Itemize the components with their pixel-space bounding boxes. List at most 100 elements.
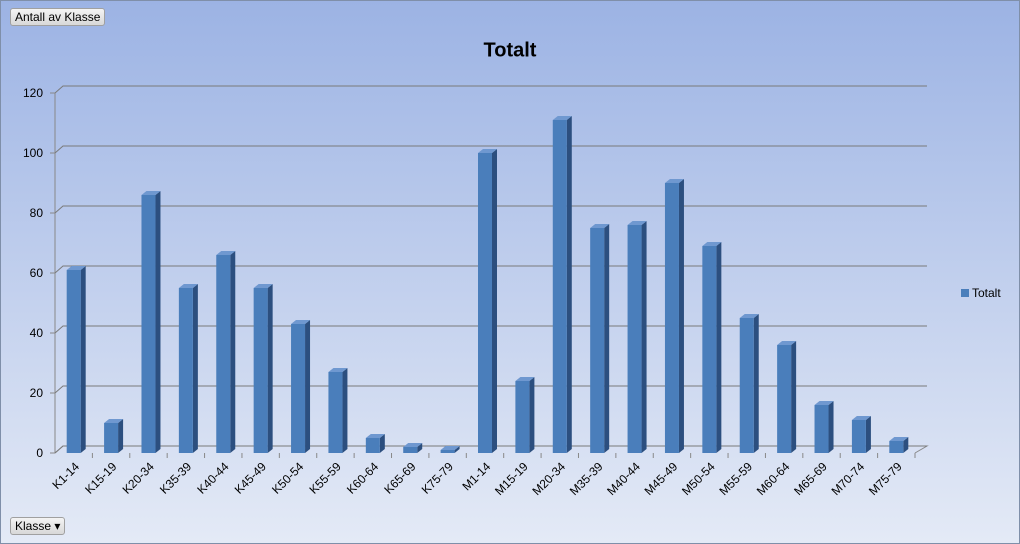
bar (627, 221, 647, 453)
bar-top (739, 314, 759, 318)
bar-front (552, 120, 567, 453)
bar-side (604, 224, 610, 453)
bar-front (851, 420, 866, 453)
bar (440, 446, 460, 453)
bar-front (889, 441, 904, 453)
bar-top (141, 191, 161, 195)
bar-top (515, 377, 535, 381)
bar-front (440, 450, 455, 453)
bar-top (627, 221, 647, 225)
bar-front (702, 246, 717, 453)
bar (478, 149, 497, 453)
bar-side (529, 377, 535, 453)
bar-top (851, 416, 871, 420)
bar-front (777, 345, 792, 453)
bar-side (903, 437, 909, 453)
bar (814, 401, 834, 453)
bar-front (216, 255, 231, 453)
bar (291, 320, 311, 453)
y-tick-label: 0 (36, 446, 43, 460)
bar-top (440, 446, 460, 450)
legend-swatch (961, 289, 969, 297)
bar-top (889, 437, 909, 441)
bar-top (291, 320, 311, 324)
bar-front (627, 225, 642, 453)
bar-front (739, 318, 754, 453)
bar-front (403, 447, 418, 453)
bar-side (454, 446, 460, 453)
bar-front (365, 438, 380, 453)
bar-side (492, 149, 497, 453)
bar-side (155, 191, 161, 453)
bar-top (814, 401, 834, 405)
y-tick-label: 20 (30, 386, 44, 400)
grid-line (54, 145, 927, 154)
grid-line (54, 205, 927, 214)
bar-side (417, 443, 423, 453)
chart-title: Totalt (484, 39, 537, 61)
bar (777, 341, 797, 453)
bar-top (590, 224, 610, 228)
bar-side (192, 284, 198, 453)
grid-line (54, 85, 927, 94)
y-tick-label: 60 (30, 266, 44, 280)
bar-top (66, 266, 86, 270)
bar (403, 443, 423, 453)
bar-front (814, 405, 829, 453)
bar-side (753, 314, 759, 453)
bar-front (328, 372, 343, 453)
bar-front (291, 324, 306, 453)
bar-front (590, 228, 605, 453)
bar-top (478, 149, 497, 153)
bar (739, 314, 759, 453)
y-tick-label: 120 (23, 86, 43, 100)
bar-side (641, 221, 647, 453)
bar-side (791, 341, 797, 453)
bar-side (305, 320, 311, 453)
bar-side (342, 368, 348, 453)
bar (253, 284, 273, 453)
bar-side (80, 266, 86, 453)
axis-field-label: Klasse (15, 519, 52, 533)
bar (141, 191, 161, 453)
y-tick-label: 80 (30, 206, 44, 220)
bar-side (379, 434, 385, 453)
bar-front (515, 381, 530, 453)
bar-front (253, 288, 268, 453)
bar-top (702, 242, 722, 246)
bar-top (403, 443, 423, 447)
axis-field-button[interactable]: Klasse ▾ (10, 517, 66, 535)
bar-front (141, 195, 156, 453)
bar-top (253, 284, 273, 288)
bar (702, 242, 722, 453)
bar (216, 251, 236, 453)
bar (552, 116, 572, 453)
bar (328, 368, 348, 453)
bar-top (178, 284, 198, 288)
bar-side (230, 251, 236, 453)
bar-side (678, 179, 684, 453)
bar-top (664, 179, 684, 183)
bar-top (365, 434, 385, 438)
y-tick-label: 100 (23, 146, 43, 160)
bar (851, 416, 871, 453)
bar-front (104, 423, 119, 453)
bar-top (104, 419, 124, 423)
bar (66, 266, 86, 453)
bar (515, 377, 535, 453)
bar-side (267, 284, 273, 453)
bar (365, 434, 385, 453)
bar-front (478, 153, 492, 453)
bar-top (328, 368, 348, 372)
value-field-button[interactable]: Antall av Klasse (10, 8, 106, 26)
legend-label: Totalt (972, 286, 1001, 300)
bar (104, 419, 124, 453)
bar-side (118, 419, 124, 453)
bar (178, 284, 198, 453)
bar-front (66, 270, 81, 453)
bar-top (777, 341, 797, 345)
bar (889, 437, 909, 453)
